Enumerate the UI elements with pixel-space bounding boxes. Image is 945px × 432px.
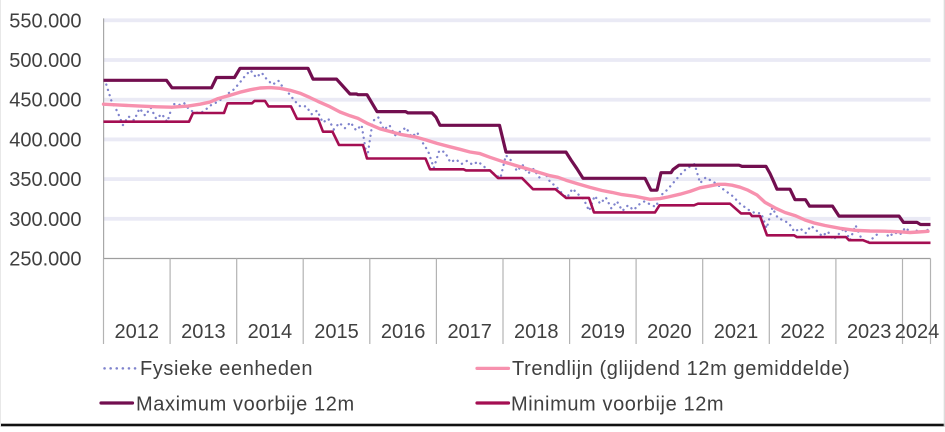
svg-text:2016: 2016: [381, 321, 426, 343]
svg-text:350.000: 350.000: [9, 169, 81, 191]
svg-text:2017: 2017: [447, 321, 492, 343]
svg-text:250.000: 250.000: [9, 249, 81, 271]
svg-text:2012: 2012: [115, 321, 160, 343]
svg-text:2022: 2022: [780, 321, 825, 343]
svg-text:2015: 2015: [314, 321, 359, 343]
svg-text:300.000: 300.000: [9, 209, 81, 231]
svg-text:Maximum voorbije 12m: Maximum voorbije 12m: [136, 394, 355, 416]
svg-text:Minimum voorbije 12m: Minimum voorbije 12m: [511, 394, 724, 416]
svg-text:450.000: 450.000: [9, 90, 81, 112]
svg-text:2020: 2020: [647, 321, 692, 343]
svg-text:Fysieke eenheden: Fysieke eenheden: [140, 358, 313, 380]
svg-text:Trendlijn (glijdend 12m gemidd: Trendlijn (glijdend 12m gemiddelde): [512, 358, 850, 380]
svg-text:550.000: 550.000: [9, 10, 81, 32]
svg-text:2013: 2013: [181, 321, 226, 343]
svg-text:2021: 2021: [714, 321, 759, 343]
svg-text:2014: 2014: [248, 321, 293, 343]
svg-text:400.000: 400.000: [9, 129, 81, 151]
svg-text:2019: 2019: [581, 321, 626, 343]
svg-text:2018: 2018: [514, 321, 559, 343]
svg-text:2023: 2023: [847, 321, 892, 343]
svg-text:500.000: 500.000: [9, 50, 81, 72]
svg-text:2024: 2024: [895, 321, 940, 343]
